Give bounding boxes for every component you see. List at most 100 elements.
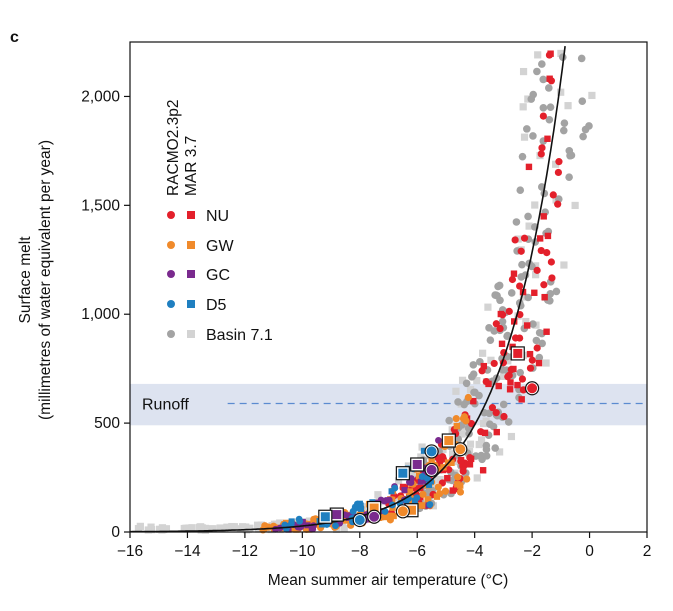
data-point [445, 466, 453, 474]
data-point [444, 474, 451, 482]
data-point [454, 398, 462, 406]
data-point [491, 444, 500, 452]
data-point [466, 461, 474, 468]
data-point [545, 115, 554, 124]
legend-label: D5 [206, 297, 227, 314]
fit-curve-layer [130, 46, 566, 533]
data-point [253, 521, 262, 529]
legend-square-marker [187, 330, 195, 338]
x-tick-label: −8 [351, 543, 369, 560]
data-point [467, 420, 476, 428]
data-point [388, 488, 395, 495]
data-point [538, 339, 546, 348]
data-point [257, 521, 265, 529]
data-point [406, 488, 414, 495]
data-point [526, 350, 534, 358]
data-point [510, 318, 518, 325]
data-point [183, 525, 191, 533]
data-point [420, 447, 427, 454]
data-point [544, 232, 552, 240]
data-point [519, 103, 527, 111]
data-point [533, 344, 541, 352]
data-point [296, 517, 304, 525]
data-point [537, 150, 545, 158]
legend-square-marker [187, 270, 195, 278]
data-point [531, 289, 538, 296]
data-point [482, 452, 491, 460]
data-point [519, 293, 528, 301]
data-point [529, 132, 537, 140]
data-point [565, 173, 573, 181]
data-point [459, 414, 468, 423]
data-point [482, 441, 491, 450]
data-point [433, 493, 441, 500]
y-axis-label-line2: (millimetres of water equivalent per yea… [37, 140, 54, 420]
data-point [493, 428, 500, 436]
data-point [470, 397, 477, 405]
data-point [560, 261, 568, 269]
data-point [528, 356, 536, 364]
data-point [487, 356, 495, 364]
data-point [332, 522, 339, 530]
data-point [394, 477, 403, 485]
data-point [475, 440, 483, 449]
data-point [536, 235, 544, 242]
data-point [560, 119, 569, 127]
x-tick-label: −12 [232, 543, 258, 560]
data-point [507, 289, 516, 297]
data-point [457, 456, 465, 464]
data-point [581, 125, 590, 134]
data-point [535, 359, 543, 367]
legend-circle-marker [167, 330, 175, 338]
data-point [381, 508, 389, 515]
highlight-point-fill [455, 444, 466, 455]
highlight-point-fill [412, 459, 422, 469]
x-axis-label: Mean summer air temperature (°C) [268, 572, 509, 589]
data-point [335, 519, 342, 526]
data-point [454, 473, 462, 481]
data-point [462, 379, 471, 388]
data-point [538, 60, 546, 68]
data-point [382, 513, 390, 521]
highlight-point-fill [426, 464, 437, 475]
data-point [452, 387, 460, 395]
data-point [506, 386, 514, 393]
data-point [390, 512, 397, 520]
data-point [261, 523, 269, 531]
data-point [492, 409, 500, 417]
data-point [311, 516, 318, 524]
x-tick-label: −2 [523, 543, 541, 560]
data-point [533, 266, 541, 274]
data-point [557, 88, 565, 96]
data-point [480, 419, 488, 428]
legend-model-label-racmo: RACMO2.3p2 [165, 100, 182, 196]
data-point [529, 320, 537, 328]
highlight-point-fill [397, 506, 408, 517]
data-point [522, 317, 530, 326]
data-points-layer [134, 49, 596, 534]
data-point [543, 328, 550, 335]
legend-square-marker [187, 211, 195, 219]
data-point [555, 158, 563, 166]
data-point [425, 481, 432, 488]
data-point [524, 293, 532, 302]
data-point [223, 523, 231, 531]
data-point [486, 336, 495, 344]
data-point [488, 404, 497, 412]
y-tick-label: 0 [111, 524, 120, 541]
data-point [441, 487, 450, 495]
data-point [485, 380, 492, 388]
data-point [297, 522, 304, 529]
data-point [374, 491, 382, 499]
y-tick-label: 1,000 [81, 306, 120, 323]
data-point [491, 291, 499, 299]
data-point [559, 126, 568, 135]
data-point [496, 324, 504, 333]
data-point [540, 213, 547, 220]
data-point [452, 415, 460, 423]
data-point [511, 236, 519, 244]
highlight-point-fill [444, 436, 454, 446]
data-point [532, 271, 540, 279]
data-point [523, 125, 531, 133]
